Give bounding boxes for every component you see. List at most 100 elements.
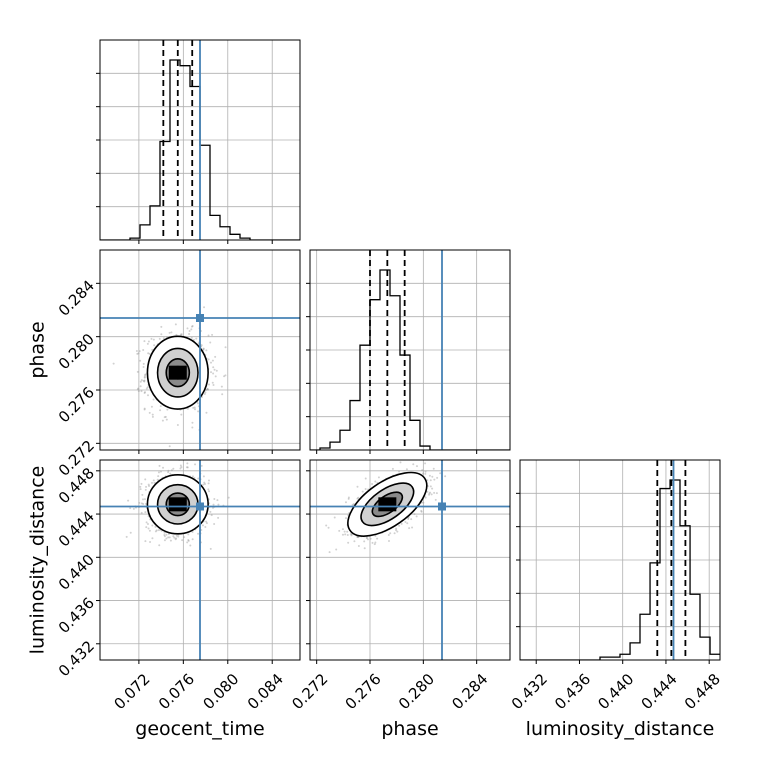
sample-point bbox=[227, 496, 230, 499]
sample-point bbox=[415, 515, 418, 518]
sample-point bbox=[150, 405, 153, 408]
sample-point bbox=[341, 528, 344, 531]
sample-point bbox=[412, 463, 415, 466]
x-tick-label: 0.280 bbox=[395, 670, 438, 713]
sample-point bbox=[429, 491, 432, 494]
sample-point bbox=[415, 465, 418, 468]
sample-point bbox=[377, 476, 380, 479]
x-tick-label: 0.432 bbox=[508, 670, 551, 713]
sample-point bbox=[431, 487, 434, 490]
x-tick-label: 0.284 bbox=[448, 670, 491, 713]
sample-point bbox=[165, 418, 168, 421]
sample-point bbox=[175, 534, 178, 537]
sample-point bbox=[132, 507, 135, 510]
sample-point bbox=[166, 408, 169, 411]
sample-point bbox=[153, 481, 156, 484]
sample-point bbox=[325, 524, 328, 527]
sample-point bbox=[374, 480, 377, 483]
sample-point bbox=[148, 352, 151, 355]
sample-point bbox=[148, 529, 151, 532]
sample-point bbox=[179, 333, 182, 336]
sample-point bbox=[349, 533, 352, 536]
sample-point bbox=[221, 393, 224, 396]
panel-frame bbox=[519, 459, 721, 661]
y-tick-label: 0.284 bbox=[55, 277, 98, 320]
sample-point bbox=[165, 533, 168, 536]
sample-point bbox=[420, 510, 423, 513]
sample-point bbox=[210, 514, 213, 517]
sample-point bbox=[214, 375, 217, 378]
sample-point bbox=[143, 407, 146, 410]
sample-point bbox=[387, 534, 390, 537]
sample-point bbox=[202, 347, 205, 350]
sample-point bbox=[433, 491, 436, 494]
sample-point bbox=[210, 361, 213, 364]
sample-point bbox=[186, 541, 189, 544]
sample-point bbox=[143, 380, 146, 383]
x-axis-label-geocent_time: geocent_time bbox=[135, 718, 264, 740]
sample-point bbox=[150, 481, 153, 484]
panel-content bbox=[100, 40, 300, 240]
panel-frame bbox=[309, 249, 511, 451]
sample-point bbox=[157, 529, 160, 532]
sample-point bbox=[140, 502, 143, 505]
sample-point bbox=[143, 379, 146, 382]
panel-content bbox=[100, 250, 300, 450]
sample-point bbox=[430, 493, 433, 496]
sample-point bbox=[365, 537, 368, 540]
sample-point bbox=[145, 502, 148, 505]
sample-point bbox=[376, 537, 379, 540]
panel-content bbox=[310, 460, 510, 660]
sample-point bbox=[424, 462, 427, 465]
sample-point bbox=[421, 472, 424, 475]
panel-frame bbox=[99, 459, 301, 661]
sample-point bbox=[347, 541, 350, 544]
sample-point bbox=[395, 529, 398, 532]
sample-point bbox=[202, 483, 205, 486]
sample-point bbox=[205, 349, 208, 352]
sample-point bbox=[205, 411, 208, 414]
sample-point bbox=[139, 485, 142, 488]
sample-point bbox=[356, 536, 359, 539]
sample-point bbox=[361, 490, 364, 493]
sample-point bbox=[151, 537, 154, 540]
sample-point bbox=[333, 516, 336, 519]
sample-point bbox=[144, 374, 147, 377]
sample-point bbox=[162, 466, 165, 469]
y-tick-label: 0.444 bbox=[55, 507, 98, 550]
sample-point bbox=[371, 482, 374, 485]
histogram-luminosity_distance bbox=[520, 479, 720, 660]
sample-point bbox=[159, 409, 162, 412]
sample-point bbox=[350, 533, 353, 536]
sample-point bbox=[193, 406, 196, 409]
sample-point bbox=[223, 375, 226, 378]
y-tick-label: 0.276 bbox=[55, 383, 98, 426]
sample-point bbox=[371, 541, 374, 544]
sample-point bbox=[327, 526, 330, 529]
sample-point bbox=[160, 333, 163, 336]
sample-point bbox=[172, 535, 175, 538]
density-peak bbox=[168, 365, 187, 380]
sample-point bbox=[202, 348, 205, 351]
sample-point bbox=[328, 551, 331, 554]
sample-point bbox=[191, 426, 194, 429]
sample-point bbox=[341, 533, 344, 536]
sample-point bbox=[374, 541, 377, 544]
sample-point bbox=[169, 539, 172, 542]
sample-point bbox=[158, 337, 161, 340]
x-tick-label: 0.276 bbox=[342, 670, 385, 713]
sample-point bbox=[144, 373, 147, 376]
sample-point bbox=[211, 333, 214, 336]
sample-point bbox=[196, 402, 199, 405]
sample-point bbox=[210, 371, 213, 374]
sample-point bbox=[137, 390, 140, 393]
sample-point bbox=[137, 387, 140, 390]
sample-point bbox=[144, 488, 147, 491]
sample-point bbox=[167, 469, 170, 472]
sample-point bbox=[364, 477, 367, 480]
sample-point bbox=[141, 493, 144, 496]
sample-point bbox=[207, 482, 210, 485]
sample-point bbox=[151, 413, 154, 416]
x-tick-label: 0.072 bbox=[111, 670, 154, 713]
